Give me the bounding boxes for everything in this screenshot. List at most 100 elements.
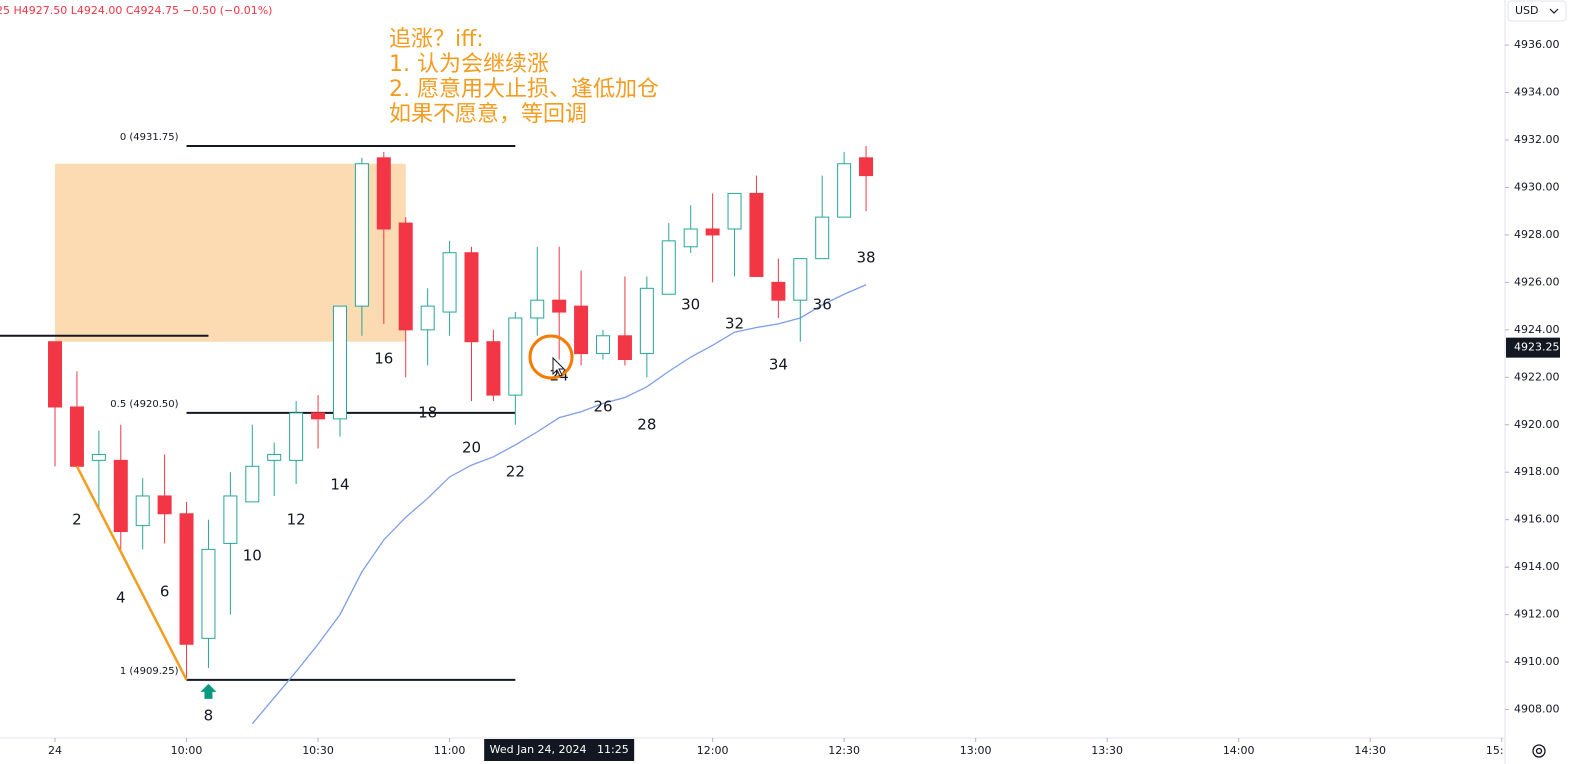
- candle-body: [552, 299, 567, 313]
- moving-average: [251, 284, 867, 725]
- x-tick-label: 13:00: [960, 744, 992, 757]
- bar-number: 6: [160, 583, 170, 601]
- bar-number: 2: [72, 511, 82, 529]
- candle-body: [267, 453, 282, 461]
- time-axis-bg: [0, 738, 1505, 764]
- candle-body: [815, 216, 830, 260]
- x-tick-label: 11:00: [434, 744, 466, 757]
- candle-body: [135, 495, 150, 527]
- x-tick-label: 10:30: [302, 744, 334, 757]
- candle-body: [661, 240, 676, 295]
- candle-body: [639, 287, 654, 355]
- y-tick-label: 4920.00: [1514, 418, 1560, 431]
- bar-number: 18: [418, 404, 437, 422]
- currency-button[interactable]: [1507, 0, 1567, 22]
- y-tick-label: 4924.00: [1514, 323, 1560, 336]
- candle-body: [91, 453, 106, 461]
- x-tick-label: 24: [48, 744, 62, 757]
- cursor-highlight: [528, 334, 574, 380]
- y-tick-label: 4914.00: [1514, 560, 1560, 573]
- y-tick-label: 4930.00: [1514, 180, 1560, 193]
- candle-body: [596, 335, 611, 355]
- candle-body: [683, 228, 698, 248]
- bar-number: 36: [813, 296, 832, 314]
- candle-body: [486, 341, 501, 396]
- candle-body: [201, 548, 216, 639]
- bar-number: 4: [116, 589, 126, 607]
- x-tick-label: 10:00: [171, 744, 203, 757]
- candle-body: [289, 412, 304, 461]
- bar-number: 8: [204, 707, 214, 725]
- candle-body: [727, 192, 742, 230]
- plot-area: 0 (4931.75) 0.5 (4920.50) 1 (4909.25) 2 4 6 8 1…: [0, 27, 876, 725]
- y-tick-label: 4916.00: [1514, 513, 1560, 526]
- candle-body: [705, 228, 720, 236]
- x-tick-label: 12:30: [828, 744, 860, 757]
- candle-body: [837, 163, 852, 218]
- currency-chevron: [1549, 8, 1559, 14]
- y-tick-label: 4908.00: [1514, 703, 1560, 716]
- bar-number: 26: [593, 398, 612, 416]
- candle-body: [442, 252, 457, 313]
- y-tick-label: 4928.00: [1514, 228, 1560, 241]
- bar-number: 12: [287, 511, 306, 529]
- candle-body: [793, 258, 808, 301]
- currency-label: USD: [1515, 4, 1539, 17]
- y-tick-label: 4926.00: [1514, 275, 1560, 288]
- price-axis-bg: [1505, 0, 1577, 764]
- bar-number: 34: [769, 356, 788, 374]
- candle-body: [464, 252, 479, 343]
- x-tick-label: 12:00: [697, 744, 729, 757]
- ohlc-legend: 25 H4927.50 L4924.00 C4924.75 −0.50 (−0.…: [0, 4, 272, 17]
- bar-number: 22: [506, 463, 525, 481]
- candle-body: [311, 412, 326, 420]
- crosshair-price-bg: [1506, 337, 1560, 358]
- fib-label: 1 (4909.25): [120, 666, 179, 677]
- buy-arrow: [200, 683, 217, 699]
- candle-body: [157, 495, 172, 515]
- trend-line: [75, 465, 188, 681]
- fib-label: 0.5 (4920.50): [110, 399, 178, 410]
- bar-number: 10: [243, 547, 262, 565]
- y-tick-label: 4910.00: [1514, 655, 1560, 668]
- y-tick-label: 4934.00: [1514, 86, 1560, 99]
- bar-number: 28: [637, 416, 656, 434]
- y-tick-label: 4918.00: [1514, 465, 1560, 478]
- candle-body: [771, 281, 786, 301]
- crosshair-time-bg: [484, 739, 635, 761]
- candle-body: [420, 305, 435, 331]
- candle-body: [245, 465, 260, 503]
- fib-label: 0 (4931.75): [120, 132, 179, 143]
- annotation-line: 如果不愿意，等回调: [389, 102, 587, 127]
- candle-body: [48, 341, 63, 408]
- x-tick-label: 13:30: [1091, 744, 1123, 757]
- supply-zone: [55, 163, 406, 342]
- candle-body: [179, 513, 194, 645]
- candle-body: [223, 495, 238, 544]
- crosshair-time: Wed Jan 24, 2024 11:25: [490, 743, 629, 756]
- annotation-line: 2. 愿意用大止损、逢低加仓: [389, 77, 659, 102]
- candle-body: [617, 335, 632, 361]
- candle-body: [398, 222, 413, 331]
- y-tick-label: 4922.00: [1514, 370, 1560, 383]
- bar-number: 38: [856, 249, 875, 267]
- candle-body: [113, 459, 128, 533]
- x-tick-label: 14:30: [1354, 744, 1386, 757]
- y-tick-label: 4932.00: [1514, 133, 1560, 146]
- y-tick-label: 4912.00: [1514, 608, 1560, 621]
- candle-body: [69, 406, 84, 467]
- crosshair-price: 4923.25: [1514, 341, 1560, 354]
- candle-body: [574, 305, 589, 355]
- x-tick-label: 15:00: [1486, 744, 1518, 757]
- candle-body: [508, 317, 523, 396]
- bar-number: 16: [374, 350, 393, 368]
- candle-body: [749, 192, 764, 277]
- annotation-line: 追涨？iff:: [389, 27, 484, 52]
- settings-icon[interactable]: [1532, 744, 1546, 758]
- candle-body: [530, 299, 545, 319]
- x-tick-label: 14:00: [1223, 744, 1255, 757]
- bar-number: 14: [330, 476, 349, 494]
- candle-body: [376, 157, 391, 230]
- candle-body: [859, 157, 874, 177]
